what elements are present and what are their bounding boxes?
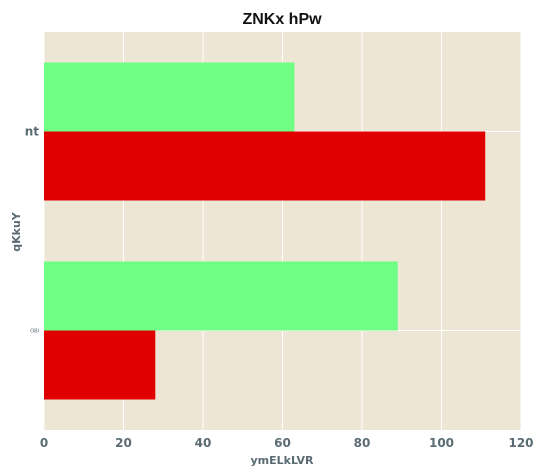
bars (44, 62, 486, 400)
bar-series-1-category-1 (44, 330, 156, 400)
bar-series-1-category-0 (44, 131, 486, 201)
y-tick-label-1: OBI (30, 329, 39, 335)
bar-series-0-category-1 (44, 261, 398, 331)
y-axis-label: qKkuY (10, 211, 23, 252)
y-tick-label-0: nt (25, 125, 40, 139)
x-tick-label-1: 20 (115, 436, 132, 450)
x-axis-ticks: 0 20 40 60 80 100 120 (40, 436, 534, 450)
x-tick-label-5: 100 (429, 436, 454, 450)
x-tick-label-0: 0 (40, 436, 48, 450)
chart-title: ZNKx hPw (242, 11, 322, 28)
x-tick-label-6: 120 (508, 436, 533, 450)
bar-series-0-category-0 (44, 62, 295, 132)
x-tick-label-4: 80 (354, 436, 371, 450)
x-tick-label-3: 60 (274, 436, 291, 450)
x-axis-label: ymELkLVR (251, 454, 314, 467)
y-axis-ticks: nt OBI (25, 125, 40, 335)
x-tick-label-2: 40 (195, 436, 212, 450)
